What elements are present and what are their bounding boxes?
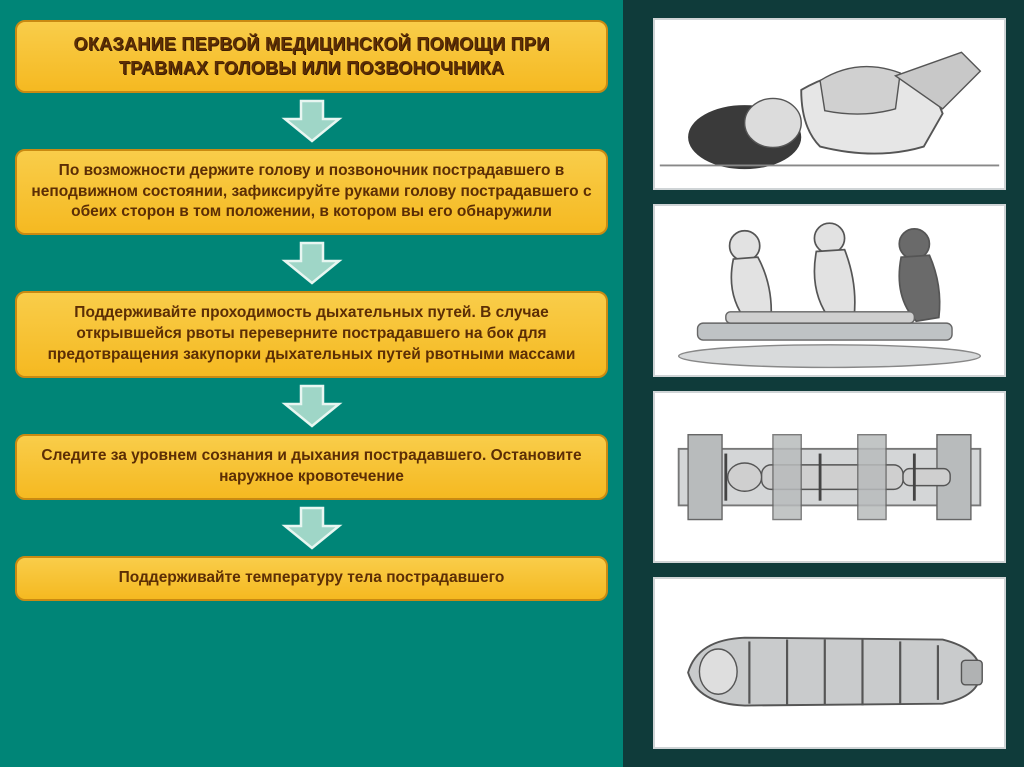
step-text-4: Поддерживайте температуру тела пострадав… [119, 569, 505, 586]
illustration-1 [653, 18, 1006, 190]
illustration-3 [653, 391, 1006, 563]
step-box-2: Поддерживайте проходимость дыхательных п… [15, 291, 608, 378]
step-text-2: Поддерживайте проходимость дыхательных п… [48, 304, 576, 363]
arrow-1 [281, 99, 343, 143]
flowchart-panel: ОКАЗАНИЕ ПЕРВОЙ МЕДИЦИНСКОЙ ПОМОЩИ ПРИ Т… [0, 0, 623, 767]
arrow-4 [281, 506, 343, 550]
step-text-3: Следите за уровнем сознания и дыхания по… [41, 447, 581, 485]
immobilized-supine-icon [659, 397, 1000, 557]
illustration-panel [623, 0, 1024, 767]
step-text-1: По возможности держите голову и позвоноч… [31, 162, 591, 221]
title-box: ОКАЗАНИЕ ПЕРВОЙ МЕДИЦИНСКОЙ ПОМОЩИ ПРИ Т… [15, 20, 608, 93]
step-box-3: Следите за уровнем сознания и дыхания по… [15, 434, 608, 500]
illustration-4 [653, 577, 1006, 749]
arrow-3 [281, 384, 343, 428]
arrow-2 [281, 241, 343, 285]
step-box-4: Поддерживайте температуру тела пострадав… [15, 556, 608, 601]
group-turning-icon [659, 210, 1000, 370]
wrapped-victim-icon [659, 583, 1000, 743]
illustration-2 [653, 204, 1006, 376]
step-box-1: По возможности держите голову и позвоноч… [15, 149, 608, 236]
head-stabilization-icon [659, 24, 1000, 184]
title-text: ОКАЗАНИЕ ПЕРВОЙ МЕДИЦИНСКОЙ ПОМОЩИ ПРИ Т… [74, 34, 550, 78]
